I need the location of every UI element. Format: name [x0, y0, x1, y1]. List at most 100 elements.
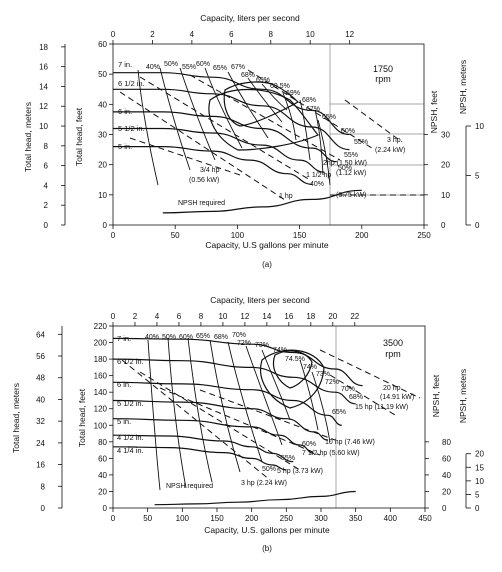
a-x2-ticks: 0 2 4 6 8 10 12 — [111, 30, 355, 44]
a-eff-label: 50% — [164, 61, 178, 68]
b-x-tick-label: 200 — [245, 514, 259, 523]
a-eff-label: 65% — [213, 65, 227, 72]
b-x-tick-label: 300 — [314, 514, 328, 523]
b-curve-label: 4 1/4 in. — [117, 446, 144, 455]
b-x-tick-label: 100 — [176, 514, 190, 523]
a-npsh-ft-tick-label: 30 — [441, 131, 450, 140]
b-efficiency-labels: 40% 50% 60% 65% 68% 70% 72% 73% 74% 74.5… — [145, 332, 363, 473]
b-y2-tick-label: 64 — [36, 330, 45, 339]
a-head-curve — [113, 145, 313, 185]
a-npsh-m-tick-label: 5 — [475, 172, 480, 181]
a-power-label: 2hp (1.50 kW) — [323, 160, 367, 167]
a-eff-label: 69.5% — [270, 83, 290, 90]
a-x2-tick-label: 6 — [229, 30, 234, 39]
b-head-curve — [112, 381, 342, 426]
a-eff-label: 40% — [146, 64, 160, 71]
b-plot-frame — [112, 325, 426, 509]
a-x-tick-label: 0 — [111, 231, 116, 240]
a-y-tick-label: 60 — [98, 40, 107, 49]
a-eff-label: 50% — [338, 165, 352, 172]
b-speed-value: 3500 — [383, 338, 403, 348]
b-curve-label: 5 1/2 in. — [117, 399, 144, 408]
b-curve-label: 6 1/2 in. — [117, 357, 144, 366]
a-eff-label: 69% — [256, 77, 270, 84]
b-power-label: 7 1/2 hp (5.60 kW) — [302, 450, 360, 457]
a-figure-label: (a) — [262, 260, 272, 269]
b-x2-tick-label: 4 — [155, 312, 160, 321]
a-y2-tick-label: 18 — [39, 43, 48, 52]
a-x-tick-label: 250 — [417, 231, 431, 240]
b-eff-label: 74% — [303, 364, 317, 371]
b-power-labels: 20 hp (14.91 kW) 15 hp (11.19 kW) 10 hp … — [241, 385, 414, 487]
a-y2-tick-label: 4 — [44, 181, 49, 190]
b-power-label: 5 hp (3.73 kW) — [277, 468, 323, 475]
a-power-label: (0.75 kW) — [336, 192, 366, 199]
a-head-curves — [112, 72, 362, 214]
a-y2-tick-label: 8 — [44, 142, 49, 151]
b-npsh-ticks: 0 20 40 60 80 0 5 10 15 20 — [425, 438, 484, 513]
a-efficiency-contours — [137, 67, 331, 186]
b-y2-axis-title: Total head, meters — [11, 383, 21, 453]
b-curve-label: 6 in. — [117, 380, 131, 389]
b-x-axis-title: Capacity, U.S. gallons per minute — [204, 525, 330, 535]
a-y2-tick-label: 10 — [39, 122, 48, 131]
b-x2-tick-label: 16 — [284, 312, 293, 321]
b-efficiency-contours — [147, 337, 331, 491]
b-npsh-ft-tick-label: 60 — [442, 454, 451, 463]
b-y-tick-label: 80 — [98, 438, 107, 447]
a-y2-tick-label: 6 — [44, 162, 49, 171]
a-power-label: 3 hp — [387, 137, 401, 144]
b-y-tick-label: 0 — [103, 504, 108, 513]
a-power-label: 1 hp — [279, 193, 293, 200]
b-y-tick-label: 20 — [98, 487, 107, 496]
b-y-tick-label: 160 — [94, 372, 108, 381]
b-x2-tick-label: 0 — [111, 312, 116, 321]
b-head-curve — [112, 446, 287, 471]
a-head-curve — [113, 88, 350, 151]
b-npsh-label: NPSH required — [166, 483, 213, 490]
b-eff-label: 50% — [162, 334, 176, 341]
b-y2-tick-label: 40 — [36, 395, 45, 404]
b-head-curves — [112, 337, 363, 506]
b-eff-label: 40% — [145, 334, 159, 341]
a-eff-label: 68% — [241, 72, 255, 79]
a-head-curve — [112, 111, 337, 163]
a-y4-axis-title: NPSH, meters — [458, 60, 468, 114]
a-y-tick-label: 50 — [98, 70, 107, 79]
b-y2-tick-label: 56 — [36, 352, 45, 361]
a-y2-tick-label: 2 — [44, 201, 49, 210]
a-eff-label: 67% — [306, 106, 320, 113]
b-npsh-m-tick-label: 15 — [475, 463, 484, 472]
a-curve-label: 6 1/2 in. — [118, 79, 145, 88]
a-x-tick-label: 200 — [355, 231, 369, 240]
a-eff-label: 40% — [310, 181, 324, 188]
b-y-tick-label: 60 — [98, 454, 107, 463]
b-y-tick-label: 140 — [94, 388, 108, 397]
a-speed-unit: rpm — [375, 74, 391, 84]
a-y2-ticks: 0 2 4 6 8 10 12 14 16 18 — [39, 43, 66, 230]
b-npsh-m-tick-label: 10 — [475, 477, 484, 486]
b-y-axis-title: Total head, feet — [77, 388, 87, 447]
b-x-tick-label: 350 — [349, 514, 363, 523]
b-eff-label: 65% — [332, 409, 346, 416]
a-power-label: 3/4 hp — [200, 167, 220, 174]
b-x2-tick-label: 14 — [262, 312, 271, 321]
b-eff-label: 70% — [341, 386, 355, 393]
b-figure-label: (b) — [262, 544, 272, 553]
b-eff-label: 72% — [325, 379, 339, 386]
b-y-tick-label: 220 — [94, 322, 108, 331]
a-x2-tick-label: 0 — [111, 30, 116, 39]
b-eff-label: 74.5% — [285, 356, 305, 363]
a-power-label: (1.12 kW) — [336, 170, 366, 177]
b-eff-label: 50% — [262, 466, 276, 473]
b-x2-tick-label: 10 — [218, 312, 227, 321]
b-x-tick-label: 150 — [210, 514, 224, 523]
a-y2-tick-label: 12 — [39, 102, 48, 111]
b-x2-tick-label: 18 — [306, 312, 315, 321]
b-x2-tick-label: 22 — [350, 312, 359, 321]
a-eff-label: 55% — [354, 139, 368, 146]
a-efficiency-labels: 40% 50% 55% 60% 65% 67% 68% 69% 69.5% 69… — [146, 61, 368, 188]
b-npsh-m-tick-label: 20 — [475, 450, 484, 459]
b-y-tick-label: 180 — [94, 355, 108, 364]
a-npsh-ft-tick-label: 0 — [441, 221, 446, 230]
